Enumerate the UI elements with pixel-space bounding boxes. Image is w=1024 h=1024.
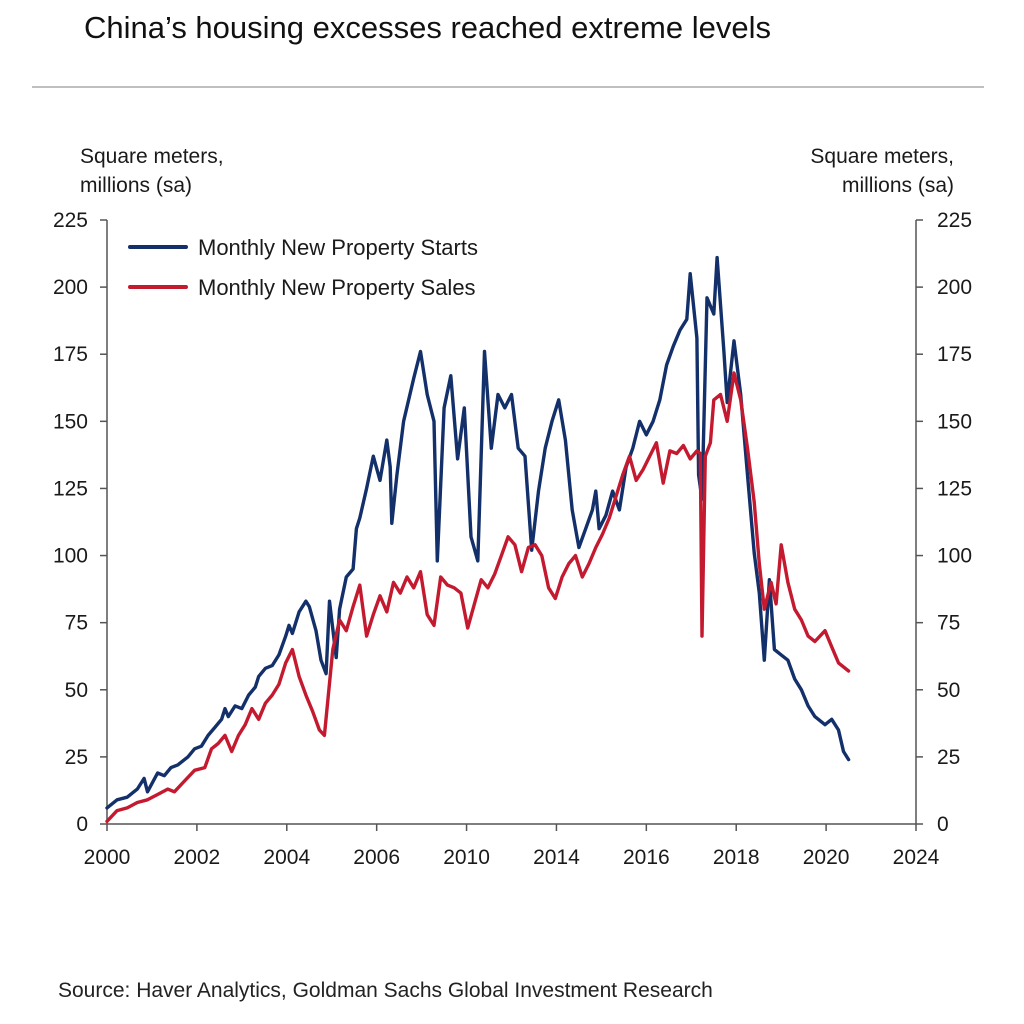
left-axis-unit-line-1: Square meters, (80, 145, 224, 168)
y-tick-label-right: 150 (937, 410, 972, 433)
right-axis-unit-label: Square meters, millions (sa) (810, 142, 954, 200)
y-tick-label-right: 50 (937, 679, 960, 702)
series-line-sales (105, 371, 851, 823)
legend-label-starts: Monthly New Property Starts (198, 235, 478, 260)
series-line-starts (105, 255, 851, 810)
y-tick-label-left: 75 (65, 612, 88, 635)
left-axis-unit-line-2: millions (sa) (80, 174, 193, 197)
x-tick-label: 2010 (443, 846, 490, 869)
legend: Monthly New Property Starts Monthly New P… (128, 235, 478, 300)
x-tick-label: 2020 (803, 846, 850, 869)
y-tick-label-left: 50 (65, 679, 88, 702)
left-axis-unit-label: Square meters, millions (sa) (80, 142, 224, 200)
y-tick-label-right: 125 (937, 477, 972, 500)
y-tick-label-right: 175 (937, 343, 972, 366)
right-axis-unit-line-1: Square meters, (810, 145, 954, 168)
y-tick-label-left: 125 (53, 477, 88, 500)
y-tick-label-right: 200 (937, 276, 972, 299)
chart-title: China’s housing excesses reached extreme… (84, 10, 771, 45)
y-tick-label-left: 100 (53, 545, 88, 568)
y-tick-label-right: 0 (937, 813, 949, 836)
y-tick-label-left: 175 (53, 343, 88, 366)
right-axis-unit-line-2: millions (sa) (841, 174, 954, 197)
x-tick-label: 2002 (174, 846, 221, 869)
x-tick-label: 2024 (893, 846, 940, 869)
y-tick-label-left: 25 (65, 746, 88, 769)
source-note: Source: Haver Analytics, Goldman Sachs G… (58, 979, 713, 1002)
axes: 0 0 25 25 50 50 75 75 100 100 125 125 150 150 175 175 20… (53, 209, 972, 869)
x-tick-label: 2000 (84, 846, 131, 869)
x-tick-label: 2018 (713, 846, 760, 869)
legend-label-sales: Monthly New Property Sales (198, 275, 476, 300)
x-tick-label: 2004 (263, 846, 310, 869)
y-tick-label-left: 225 (53, 209, 88, 232)
series-layer (105, 255, 851, 823)
y-tick-label-right: 25 (937, 746, 960, 769)
y-tick-label-left: 0 (76, 813, 88, 836)
y-tick-label-left: 200 (53, 276, 88, 299)
title-divider (32, 86, 984, 88)
y-tick-label-right: 100 (937, 545, 972, 568)
y-tick-label-left: 150 (53, 410, 88, 433)
x-tick-label: 2014 (533, 846, 580, 869)
x-tick-label: 2016 (623, 846, 670, 869)
x-tick-label: 2006 (353, 846, 400, 869)
y-tick-label-right: 225 (937, 209, 972, 232)
y-tick-label-right: 75 (937, 612, 960, 635)
